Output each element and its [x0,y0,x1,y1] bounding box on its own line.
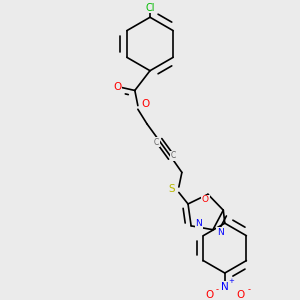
Text: C: C [171,151,176,160]
Text: -: - [248,285,250,294]
Text: O: O [141,99,150,109]
Text: O: O [205,290,213,300]
Text: O: O [236,290,245,300]
Text: O: O [202,195,209,204]
Text: C: C [154,138,159,147]
Text: N: N [221,282,229,292]
Text: N: N [195,219,202,228]
Text: -: - [216,285,219,294]
Text: +: + [229,278,234,284]
Text: O: O [113,82,122,92]
Text: N: N [217,228,224,237]
Text: Cl: Cl [145,2,155,13]
Text: S: S [168,184,175,194]
